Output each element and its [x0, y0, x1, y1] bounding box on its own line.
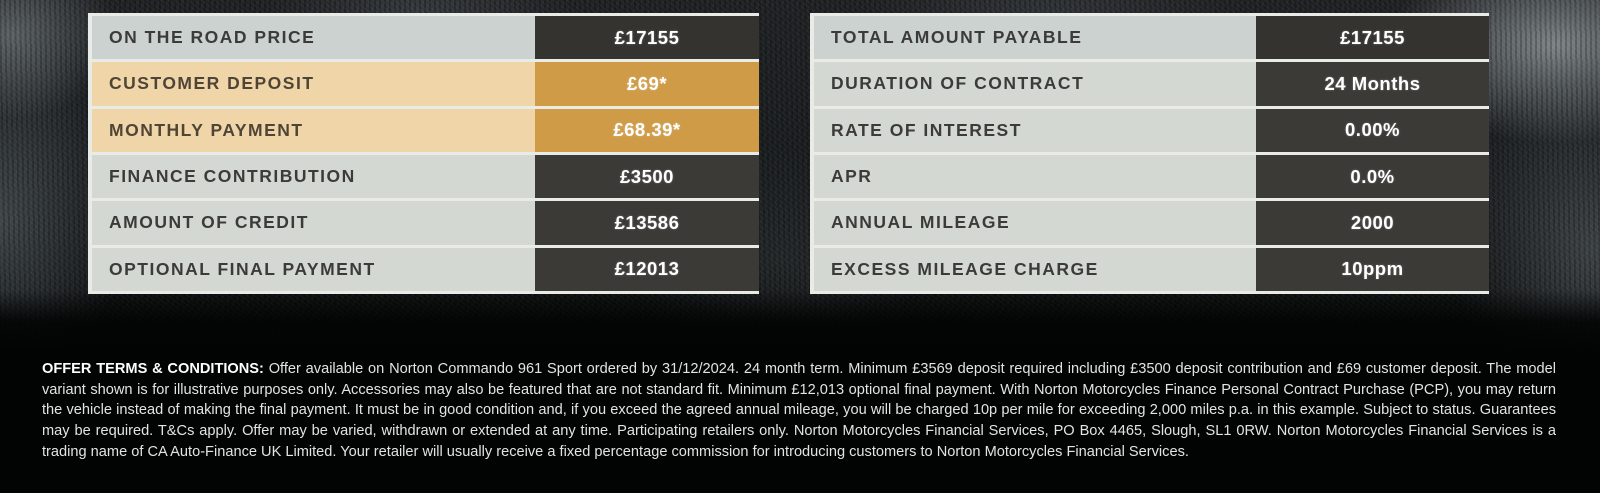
- finance-row: APR 0.0%: [814, 154, 1489, 199]
- offer-terms-heading: OFFER TERMS & CONDITIONS:: [42, 360, 264, 377]
- finance-table-left: ON THE ROAD PRICE £17155 CUSTOMER DEPOSIT £…: [88, 13, 759, 294]
- row-value: £68.39*: [535, 108, 759, 152]
- finance-row: TOTAL AMOUNT PAYABLE £17155: [814, 16, 1489, 60]
- row-label: ANNUAL MILEAGE: [814, 201, 1256, 245]
- finance-row: ON THE ROAD PRICE £17155: [92, 16, 759, 60]
- row-value: £13586: [535, 201, 759, 245]
- row-label: DURATION OF CONTRACT: [814, 62, 1256, 106]
- row-value: 0.00%: [1256, 108, 1489, 152]
- row-label: EXCESS MILEAGE CHARGE: [814, 247, 1256, 291]
- row-value: £17155: [535, 16, 759, 60]
- finance-row: FINANCE CONTRIBUTION £3500: [92, 154, 759, 199]
- row-label: APR: [814, 154, 1256, 199]
- finance-row: EXCESS MILEAGE CHARGE 10ppm: [814, 247, 1489, 291]
- row-value: £17155: [1256, 16, 1489, 60]
- finance-table-right: TOTAL AMOUNT PAYABLE £17155 DURATION OF CO…: [810, 13, 1489, 294]
- row-label: FINANCE CONTRIBUTION: [92, 154, 535, 199]
- background-bottom-fade: [0, 290, 1600, 493]
- row-label: OPTIONAL FINAL PAYMENT: [92, 247, 535, 291]
- row-label: ON THE ROAD PRICE: [92, 16, 535, 60]
- row-label: MONTHLY PAYMENT: [92, 108, 535, 152]
- finance-row: RATE OF INTEREST 0.00%: [814, 108, 1489, 152]
- row-value: £69*: [535, 62, 759, 106]
- row-value: 10ppm: [1256, 247, 1489, 291]
- finance-row: ANNUAL MILEAGE 2000: [814, 201, 1489, 245]
- finance-row: CUSTOMER DEPOSIT £69*: [92, 62, 759, 106]
- row-value: £12013: [535, 247, 759, 291]
- row-label: TOTAL AMOUNT PAYABLE: [814, 16, 1256, 60]
- offer-terms-paragraph: OFFER TERMS & CONDITIONS: Offer availabl…: [42, 359, 1556, 464]
- finance-row: OPTIONAL FINAL PAYMENT £12013: [92, 247, 759, 291]
- row-value: 24 Months: [1256, 62, 1489, 106]
- row-value: £3500: [535, 154, 759, 199]
- row-value: 2000: [1256, 201, 1489, 245]
- finance-row: AMOUNT OF CREDIT £13586: [92, 201, 759, 245]
- row-label: CUSTOMER DEPOSIT: [92, 62, 535, 106]
- finance-row: DURATION OF CONTRACT 24 Months: [814, 62, 1489, 106]
- finance-row: MONTHLY PAYMENT £68.39*: [92, 108, 759, 152]
- row-label: AMOUNT OF CREDIT: [92, 201, 535, 245]
- row-value: 0.0%: [1256, 154, 1489, 199]
- row-label: RATE OF INTEREST: [814, 108, 1256, 152]
- offer-terms-body: Offer available on Norton Commando 961 S…: [42, 360, 1556, 461]
